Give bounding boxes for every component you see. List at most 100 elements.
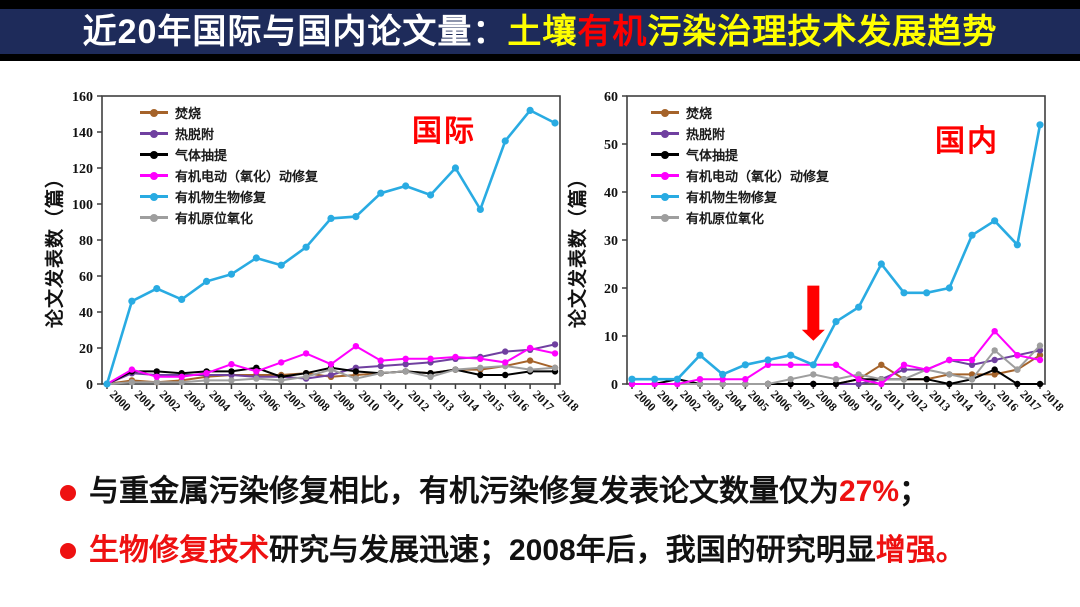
- bullet-compare-heavy-metal: 与重金属污染修复相比，有机污染修复发表论文数量仅为27%；: [60, 470, 1040, 514]
- series-point: [832, 380, 840, 388]
- series-point: [178, 373, 185, 380]
- series-point: [477, 364, 484, 371]
- series-point: [968, 361, 976, 368]
- series-point: [968, 376, 976, 383]
- bullet-dot-icon: [60, 484, 76, 501]
- x-tick-label: 2005: [745, 387, 772, 414]
- series-point: [1036, 121, 1044, 129]
- series-point: [402, 182, 410, 190]
- y-tick-label: 60: [79, 270, 93, 285]
- y-tick-label: 10: [604, 330, 618, 345]
- legend-item: 热脱附: [651, 123, 829, 144]
- x-tick-label: 2010: [859, 387, 886, 414]
- series-point: [452, 353, 459, 361]
- region-label-international: 国际: [412, 115, 476, 148]
- legend-marker-icon: [140, 213, 168, 222]
- x-tick-label: 2000: [107, 387, 134, 414]
- series-point: [302, 373, 310, 380]
- legend-label: 气体抽提: [175, 148, 228, 163]
- y-tick-label: 0: [86, 378, 93, 393]
- legend-label: 有机原位氧化: [175, 211, 254, 226]
- legend-marker-icon: [651, 150, 679, 159]
- x-tick-label: 2010: [356, 387, 383, 414]
- x-tick-label: 2006: [256, 387, 283, 414]
- bullet-1-punctuation: ；: [899, 475, 930, 508]
- series-point: [900, 376, 908, 383]
- series-point: [719, 380, 726, 388]
- highlight-arrow-icon: [801, 285, 825, 341]
- legend-item: 有机电动（氧化）动修复: [140, 165, 318, 186]
- y-axis-title: 论文发表数（篇）: [566, 168, 589, 328]
- series-point: [810, 380, 817, 388]
- series-point: [946, 356, 953, 364]
- legend-item: 有机电动（氧化）动修复: [651, 165, 829, 186]
- y-tick-label: 140: [72, 126, 93, 141]
- series-point: [278, 359, 285, 366]
- series-point: [477, 355, 484, 362]
- bullet-2-text-black: 研究与发展迅速；2008年后，我国的研究明显: [269, 533, 876, 567]
- series-point: [502, 348, 509, 355]
- series-point: [696, 376, 704, 383]
- series-point: [352, 375, 360, 382]
- series-point: [253, 375, 260, 382]
- series-point: [427, 373, 434, 380]
- x-tick-label: 2012: [904, 387, 931, 414]
- series-point: [628, 375, 636, 383]
- series-point: [673, 375, 681, 383]
- series-point: [477, 371, 484, 379]
- series-point: [742, 380, 749, 388]
- chart-domestic: 0 10 20 30 40 50 60 2000 2001 2002 2003 2004 2005 200…: [563, 84, 1080, 446]
- x-tick-label: 2014: [949, 387, 976, 414]
- series-point: [810, 371, 817, 378]
- legend-marker-icon: [651, 171, 679, 180]
- x-tick-label: 2002: [157, 387, 184, 414]
- series-point: [878, 361, 885, 368]
- legend-marker-icon: [140, 108, 168, 117]
- series-point: [526, 106, 534, 114]
- series-point: [502, 371, 509, 379]
- series-point: [923, 376, 930, 383]
- series-point: [832, 318, 840, 326]
- bullet-2-emphasis: 增强。: [875, 533, 966, 567]
- series-point: [228, 377, 235, 384]
- x-tick-label: 2017: [1017, 387, 1044, 414]
- x-tick-label: 2017: [530, 387, 557, 414]
- legend-marker-icon: [651, 129, 679, 138]
- x-tick-label: 2015: [480, 387, 507, 414]
- series-point: [1036, 356, 1044, 364]
- series-point: [991, 371, 998, 378]
- series-point: [128, 379, 136, 386]
- series-point: [832, 376, 840, 383]
- series-point: [1036, 347, 1044, 354]
- series-point: [696, 380, 704, 388]
- title-part-organic: 有机: [577, 12, 648, 51]
- legend-marker-icon: [651, 213, 679, 222]
- series-point: [153, 373, 160, 380]
- series-point: [302, 243, 310, 251]
- series-point: [877, 260, 885, 268]
- series-point: [855, 371, 862, 378]
- legend-marker-icon: [651, 108, 679, 117]
- series-point: [426, 191, 435, 199]
- series-point: [476, 205, 484, 213]
- legend-label: 焚烧: [686, 106, 713, 121]
- series-point: [526, 366, 534, 373]
- series-point: [253, 368, 260, 375]
- series-point: [203, 370, 210, 377]
- bullet-text: 与重金属污染修复相比，有机污染修复发表论文数量仅为27%；: [89, 470, 929, 514]
- y-tick-label: 20: [79, 342, 93, 357]
- legend-label: 有机电动（氧化）动修复: [686, 169, 830, 184]
- x-tick-label: 2013: [927, 387, 954, 414]
- x-tick-label: 2004: [206, 387, 233, 414]
- series-point: [227, 270, 236, 278]
- x-tick-label: 2016: [505, 387, 532, 414]
- series-point: [787, 380, 794, 388]
- legend-item: 气体抽提: [651, 144, 829, 165]
- series-point: [945, 284, 953, 292]
- legend-item: 有机原位氧化: [651, 207, 829, 228]
- series-point: [991, 356, 998, 364]
- series-point: [402, 361, 409, 368]
- x-tick-label: 2012: [406, 387, 433, 414]
- series-point: [968, 231, 976, 239]
- legend-label: 有机物生物修复: [686, 190, 778, 205]
